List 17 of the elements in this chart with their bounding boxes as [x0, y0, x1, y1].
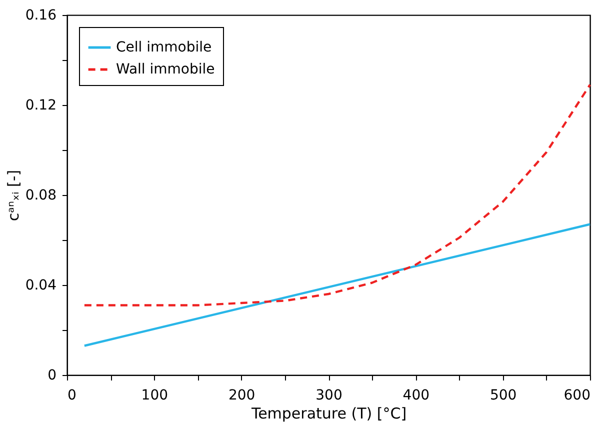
- y-axis-title: cᵃⁿₓᵢ [-]: [4, 170, 22, 222]
- legend-label: Wall immobile: [116, 62, 215, 78]
- x-tick-label: 600: [564, 388, 590, 404]
- x-axis-title: Temperature (T) [°C]: [250, 404, 407, 422]
- line-series: [83, 84, 592, 306]
- x-tick-label: 0: [68, 388, 76, 404]
- x-tick-label: 200: [228, 388, 256, 404]
- legend-label: Cell immobile: [116, 40, 212, 56]
- y-tick-label: 0.12: [25, 98, 56, 114]
- y-tick-label: 0: [48, 368, 56, 384]
- x-tick-label: 400: [402, 388, 430, 404]
- y-tick-label: 0.16: [25, 8, 57, 24]
- x-tick-label: 100: [141, 388, 168, 404]
- y-tick-label: 0.08: [25, 188, 56, 204]
- x-tick-label: 300: [316, 388, 342, 404]
- y-tick-label: 0.04: [25, 278, 57, 294]
- x-tick-label: 500: [490, 388, 517, 404]
